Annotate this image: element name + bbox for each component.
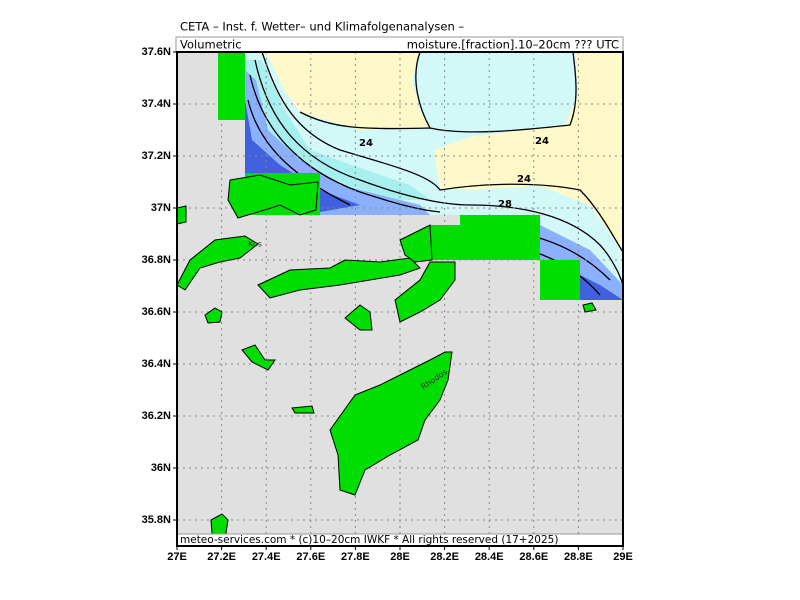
- contour-line: [261, 51, 624, 253]
- x-tick-label: 27.8E: [341, 551, 370, 563]
- contour-label: 24: [359, 138, 373, 149]
- x-tick-label: 27.4E: [252, 551, 281, 563]
- island: [204, 307, 223, 324]
- y-tick-label: 36.2N: [142, 410, 171, 422]
- y-tick-label: 37.6N: [142, 46, 171, 58]
- island: [394, 261, 456, 323]
- island: [227, 174, 319, 219]
- contour-line: [299, 51, 577, 133]
- contour-label: 28: [498, 199, 512, 210]
- y-tick-label: 37.4N: [142, 98, 171, 110]
- x-tick-label: 28.4E: [475, 551, 504, 563]
- subtitle-left: Volumetric: [180, 38, 242, 52]
- x-tick-label: 28.6E: [519, 551, 548, 563]
- field-band: [245, 70, 430, 215]
- y-tick-label: 37N: [151, 202, 171, 214]
- y-tick-label: 37.2N: [142, 150, 171, 162]
- field-band: [580, 275, 623, 300]
- plot-area: 24 24 24 28 Kos Rhodos meteo-services.co…: [176, 51, 624, 547]
- island: [257, 257, 421, 299]
- island: [291, 405, 315, 414]
- x-tick-label: 28E: [390, 551, 410, 563]
- y-tick-label: 36N: [151, 462, 171, 474]
- contour-label: 24: [517, 174, 531, 185]
- island: [344, 304, 373, 331]
- land-block: [540, 260, 580, 300]
- contour-line: [254, 59, 624, 286]
- x-tick-label: 28.8E: [564, 551, 593, 563]
- y-tick-label: 36.8N: [142, 254, 171, 266]
- x-tick-label: 27.6E: [296, 551, 325, 563]
- axes: 27E 27.2E 27.4E 27.6E 27.8E 28E 28.2E 28.4E 28.6…: [142, 46, 633, 563]
- island: [176, 205, 187, 225]
- title: CETA – Inst. f. Wetter– und Klimafolgena…: [180, 20, 464, 34]
- land-block: [430, 225, 460, 260]
- x-tick-label: 27.2E: [207, 551, 236, 563]
- y-tick-label: 36.6N: [142, 306, 171, 318]
- island: [241, 344, 276, 371]
- x-tick-label: 29E: [613, 551, 633, 563]
- y-tick-label: 35.8N: [142, 514, 171, 526]
- contour-line: [415, 51, 431, 129]
- place-label: Kos: [248, 240, 262, 249]
- field-yellow: [262, 52, 430, 130]
- land-block: [460, 215, 540, 260]
- island: [329, 351, 453, 496]
- footer: meteo-services.com * (c)10–20cm IWKF * A…: [180, 534, 558, 546]
- x-tick-label: 27E: [167, 551, 187, 563]
- island: [582, 302, 597, 313]
- y-tick-label: 36.4N: [142, 358, 171, 370]
- land-block: [218, 52, 245, 120]
- island: [176, 235, 259, 291]
- x-tick-label: 28.2E: [430, 551, 459, 563]
- subtitle-right: moisture.[fraction].10–20cm ??? UTC: [407, 38, 619, 52]
- island: [399, 224, 433, 263]
- contour-label: 24: [535, 136, 549, 147]
